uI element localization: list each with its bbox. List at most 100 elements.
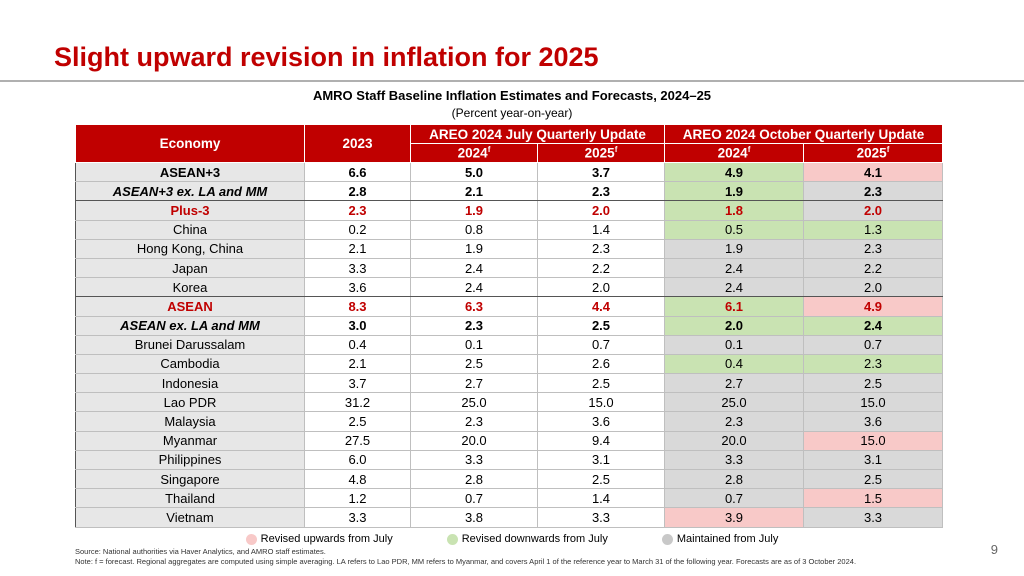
table-row: Myanmar 27.5 20.0 9.4 20.0 15.0	[75, 431, 944, 451]
value-october-2024-cell: 2.7	[664, 373, 804, 394]
legend-up-label: Revised upwards from July	[260, 533, 393, 545]
economy-cell: Vietnam	[75, 507, 305, 528]
header-july-2024: 2024f	[410, 143, 538, 163]
table-row: ASEAN ex. LA and MM 3.0 2.3 2.5 2.0 2.4	[75, 316, 944, 336]
value-october-2025-cell: 2.0	[803, 200, 944, 221]
table-row: Thailand 1.2 0.7 1.4 0.7 1.5	[75, 488, 944, 509]
value-july-2024-cell: 3.8	[410, 507, 538, 528]
value-july-2024-cell: 3.3	[410, 450, 538, 471]
value-july-2025-cell: 2.5	[537, 469, 665, 490]
value-october-2025-cell: 2.3	[803, 181, 944, 202]
value-2023-cell: 3.3	[304, 507, 411, 528]
value-july-2025-cell: 3.3	[537, 507, 665, 528]
value-july-2025-cell: 2.2	[537, 258, 665, 279]
legend-item-same: Maintained from July	[661, 533, 779, 545]
value-2023-cell: 2.1	[304, 239, 411, 259]
value-july-2025-cell: 2.0	[537, 277, 665, 298]
value-october-2025-cell: 1.5	[803, 488, 944, 509]
economy-cell: Myanmar	[75, 431, 305, 451]
table-title: AMRO Staff Baseline Inflation Estimates …	[312, 88, 712, 103]
value-october-2025-cell: 0.7	[803, 335, 944, 355]
legend-same-dot-icon	[661, 533, 673, 545]
source-line: Source: National authorities via Haver A…	[75, 547, 326, 556]
value-july-2024-cell: 20.0	[410, 431, 538, 451]
value-july-2024-cell: 2.3	[410, 411, 538, 432]
value-october-2024-cell: 0.1	[664, 335, 804, 355]
value-july-2025-cell: 2.5	[537, 373, 665, 394]
value-2023-cell: 6.0	[304, 450, 411, 471]
economy-cell: Hong Kong, China	[75, 239, 305, 259]
value-2023-cell: 0.2	[304, 220, 411, 240]
economy-cell: Cambodia	[75, 354, 305, 375]
value-october-2024-cell: 6.1	[664, 296, 804, 317]
economy-cell: ASEAN+3	[75, 162, 305, 183]
value-october-2025-cell: 2.2	[803, 258, 944, 279]
value-october-2025-cell: 3.6	[803, 411, 944, 432]
value-july-2024-cell: 2.8	[410, 469, 538, 490]
value-july-2024-cell: 2.4	[410, 258, 538, 279]
value-july-2024-cell: 1.9	[410, 200, 538, 221]
value-july-2025-cell: 9.4	[537, 431, 665, 451]
title-divider	[0, 80, 1024, 82]
value-october-2024-cell: 2.3	[664, 411, 804, 432]
value-october-2025-cell: 2.5	[803, 373, 944, 394]
value-july-2024-cell: 0.1	[410, 335, 538, 355]
value-july-2025-cell: 2.3	[537, 239, 665, 259]
economy-cell: China	[75, 220, 305, 240]
value-2023-cell: 3.6	[304, 277, 411, 298]
value-october-2024-cell: 25.0	[664, 392, 804, 413]
page-number: 9	[990, 542, 998, 557]
table-row: Plus-3 2.3 1.9 2.0 1.8 2.0	[75, 200, 944, 221]
value-october-2025-cell: 3.1	[803, 450, 944, 471]
table-subtitle: (Percent year-on-year)	[451, 106, 573, 120]
value-july-2025-cell: 15.0	[537, 392, 665, 413]
value-july-2024-cell: 2.1	[410, 181, 538, 202]
value-october-2025-cell: 2.3	[803, 239, 944, 259]
table-row: ASEAN 8.3 6.3 4.4 6.1 4.9	[75, 296, 944, 317]
value-july-2024-cell: 2.5	[410, 354, 538, 375]
value-october-2025-cell: 2.4	[803, 316, 944, 336]
economy-cell: Philippines	[75, 450, 305, 471]
table-row: ASEAN+3 ex. LA and MM 2.8 2.1 2.3 1.9 2.3	[75, 181, 944, 202]
table-row: China 0.2 0.8 1.4 0.5 1.3	[75, 220, 944, 240]
legend-item-up: Revised upwards from July	[245, 533, 393, 545]
note-line: Note: f = forecast. Regional aggregates …	[75, 556, 857, 566]
value-october-2024-cell: 1.8	[664, 200, 804, 221]
table-row: Vietnam 3.3 3.8 3.3 3.9 3.3	[75, 507, 944, 528]
value-october-2024-cell: 4.9	[664, 162, 804, 183]
table-row: Cambodia 2.1 2.5 2.6 0.4 2.3	[75, 354, 944, 375]
value-october-2025-cell: 2.0	[803, 277, 944, 298]
value-2023-cell: 4.8	[304, 469, 411, 490]
economy-cell: Japan	[75, 258, 305, 279]
value-october-2024-cell: 2.4	[664, 277, 804, 298]
value-october-2025-cell: 15.0	[803, 392, 944, 413]
table-row: Japan 3.3 2.4 2.2 2.4 2.2	[75, 258, 944, 279]
value-2023-cell: 3.0	[304, 316, 411, 336]
economy-cell: ASEAN+3 ex. LA and MM	[75, 181, 305, 202]
value-october-2025-cell: 3.3	[803, 507, 944, 528]
value-2023-cell: 27.5	[304, 431, 411, 451]
legend-down-dot-icon	[446, 533, 458, 545]
value-july-2025-cell: 2.3	[537, 181, 665, 202]
value-july-2024-cell: 2.7	[410, 373, 538, 394]
table-row: Singapore 4.8 2.8 2.5 2.8 2.5	[75, 469, 944, 490]
value-2023-cell: 0.4	[304, 335, 411, 355]
legend-up-dot-icon	[245, 533, 257, 545]
value-july-2024-cell: 25.0	[410, 392, 538, 413]
value-october-2024-cell: 2.4	[664, 258, 804, 279]
slide-title: Slight upward revision in inflation for …	[54, 42, 599, 72]
value-october-2025-cell: 4.1	[803, 162, 944, 183]
value-october-2025-cell: 4.9	[803, 296, 944, 317]
legend-same-label: Maintained from July	[676, 533, 779, 545]
value-october-2024-cell: 20.0	[664, 431, 804, 451]
value-october-2024-cell: 2.0	[664, 316, 804, 336]
header-october-2024: 2024f	[664, 143, 804, 163]
value-2023-cell: 31.2	[304, 392, 411, 413]
value-july-2024-cell: 6.3	[410, 296, 538, 317]
legend-down-label: Revised downwards from July	[461, 533, 608, 545]
header-october-update: AREO 2024 October Quarterly Update	[663, 124, 944, 144]
value-october-2025-cell: 1.3	[803, 220, 944, 240]
table-row: Malaysia 2.5 2.3 3.6 2.3 3.6	[75, 411, 944, 432]
economy-cell: Thailand	[75, 488, 305, 509]
value-october-2024-cell: 2.8	[664, 469, 804, 490]
